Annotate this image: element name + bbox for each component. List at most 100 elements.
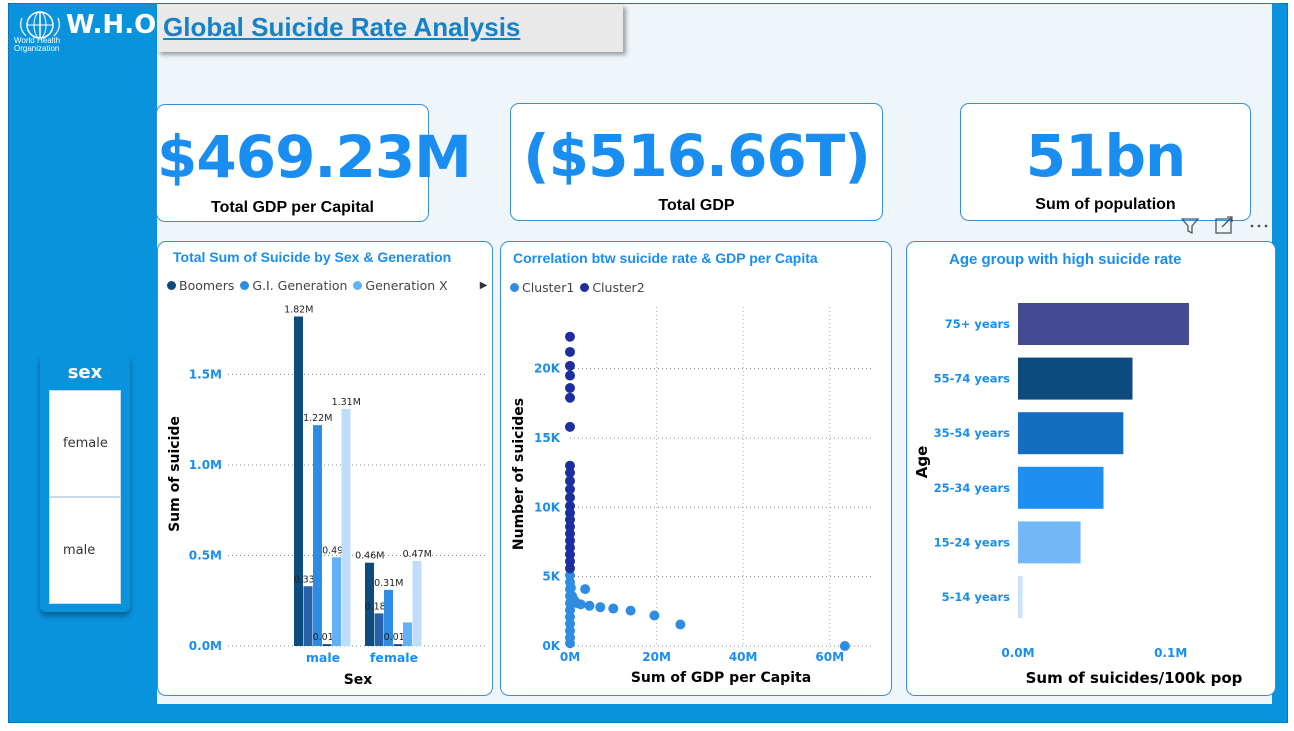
scatter-point (565, 577, 575, 588)
data-label: 1.82M (284, 304, 313, 315)
y-tick-label: 55-74 years (934, 372, 1011, 386)
scatter-point (565, 331, 575, 342)
bar (403, 622, 412, 646)
scatter-point (595, 602, 606, 613)
bar (341, 408, 351, 646)
kpi-label: Total GDP per Capital (211, 199, 374, 216)
slicer-option-male[interactable]: male (49, 497, 121, 604)
scatter-point (565, 632, 575, 643)
legend-item-cluster1[interactable]: Cluster1 (510, 280, 574, 295)
scatter-point (580, 584, 591, 595)
legend-item-cluster2[interactable]: Cluster2 (580, 280, 645, 295)
y-tick-label: 0.5M (189, 548, 222, 562)
kpi-card-total-gdp[interactable]: ($516.66T) Total GDP (510, 103, 883, 221)
scatter-point (625, 605, 636, 616)
y-axis-label: Number of suicides (511, 398, 527, 550)
bar (1018, 357, 1133, 400)
scatter-point (565, 563, 575, 574)
slicer-title: sex (67, 362, 103, 383)
scatter-point (565, 591, 575, 602)
y-tick-label: 20K (534, 362, 561, 376)
scatter-point (608, 603, 619, 614)
chart-age-group-suicide-rate[interactable]: Age group with high suicide rate 75+ yea… (906, 241, 1276, 696)
more-options-icon[interactable] (1250, 224, 1268, 228)
scatter-point (565, 392, 575, 403)
bar (313, 425, 322, 646)
legend-next-arrow-icon[interactable]: ▶ (479, 280, 488, 291)
x-axis-label: Sex (344, 672, 373, 688)
y-tick-label: 10K (534, 500, 561, 514)
focus-mode-icon[interactable] (1215, 216, 1233, 234)
kpi-label: Total GDP (658, 197, 735, 214)
data-label: 0.47M (403, 549, 432, 560)
x-tick-label: 0M (560, 650, 580, 664)
bar (1018, 466, 1104, 509)
scatter-point (565, 598, 575, 609)
scatter-point (675, 619, 686, 630)
kpi-label: Sum of population (1035, 196, 1176, 213)
y-tick-label: 5-14 years (942, 590, 1011, 604)
who-emblem-icon (20, 11, 60, 39)
chart-suicide-by-sex-generation[interactable]: Total Sum of Suicide by Sex & Generation… (157, 241, 493, 696)
x-axis-label: Sum of GDP per Capita (631, 670, 811, 686)
data-label: 1.31M (332, 397, 361, 408)
bar (294, 316, 303, 646)
legend-item-generation-x[interactable]: Generation X (353, 278, 448, 293)
y-tick-label: 5K (542, 570, 560, 584)
legend-dot (353, 281, 363, 290)
scatter-point (565, 507, 575, 518)
scatter-point (565, 383, 575, 394)
scatter-point (565, 484, 575, 495)
page-title[interactable]: Global Suicide Rate Analysis (163, 12, 521, 42)
y-axis-label: Age (913, 446, 931, 479)
bar (1018, 576, 1023, 618)
data-label: 0.31M (374, 578, 403, 589)
y-axis-label: Sum of suicide (167, 416, 183, 532)
scatter-point (565, 521, 575, 532)
y-tick-label: 35-54 years (934, 426, 1011, 440)
chart-plot-area: 0K 5K 10K 15K 20K 0M 20M 40M 60M Number of suicid… (511, 307, 873, 686)
x-tick-label: 0.0M (1001, 646, 1034, 660)
y-tick-label: 15-24 years (934, 535, 1011, 549)
filter-icon[interactable] (1180, 218, 1200, 235)
scatter-point (565, 611, 575, 622)
scatter-point (565, 467, 575, 478)
y-tick-label: 1.0M (189, 458, 222, 472)
bar (322, 644, 332, 646)
data-label: 0.01M (313, 632, 342, 643)
kpi-card-population[interactable]: 51bn Sum of population (960, 103, 1251, 221)
who-logo-text: World Health Organization (14, 36, 61, 53)
who-logo: World Health Organization (14, 8, 66, 56)
scatter-point (565, 500, 575, 511)
scatter-point (565, 535, 575, 546)
scatter-point (584, 600, 595, 611)
x-tick-label: 60M (815, 650, 844, 664)
legend-dot (580, 283, 590, 292)
bar (303, 586, 313, 646)
kpi-card-gdp-per-capita[interactable]: $469.23M Total GDP per Capital (156, 104, 472, 222)
data-label: 0.46M (355, 551, 384, 562)
y-tick-label: 75+ years (945, 317, 1010, 331)
y-tick-label: 15K (534, 431, 561, 445)
data-label: 0.18M (365, 601, 394, 612)
chart-title: Age group with high suicide rate (949, 251, 1182, 268)
scatter-point (565, 604, 575, 615)
legend-item-boomers[interactable]: Boomers (167, 278, 234, 293)
chart-suicide-vs-gdp-scatter[interactable]: Correlation btw suicide rate & GDP per C… (500, 241, 892, 696)
y-tick-label: 0.0M (189, 639, 222, 653)
slicer-option-female[interactable]: female (49, 390, 121, 497)
scatter-point (565, 556, 575, 567)
chart-plot-area: 75+ years 55-74 years 35-54 years 25-34 yea… (913, 303, 1243, 687)
scatter-point (565, 370, 575, 381)
legend-item-gi-generation[interactable]: G.I. Generation (240, 278, 347, 293)
bar (412, 560, 422, 646)
bar (1018, 412, 1124, 455)
org-name: W.H.O (66, 10, 157, 40)
sex-slicer: sex female male (40, 354, 130, 612)
scatter-point (839, 641, 850, 651)
x-tick-label: 0.1M (1154, 646, 1187, 660)
legend-dot (240, 281, 250, 290)
scatter-point (565, 475, 575, 486)
scatter-point (649, 610, 660, 621)
